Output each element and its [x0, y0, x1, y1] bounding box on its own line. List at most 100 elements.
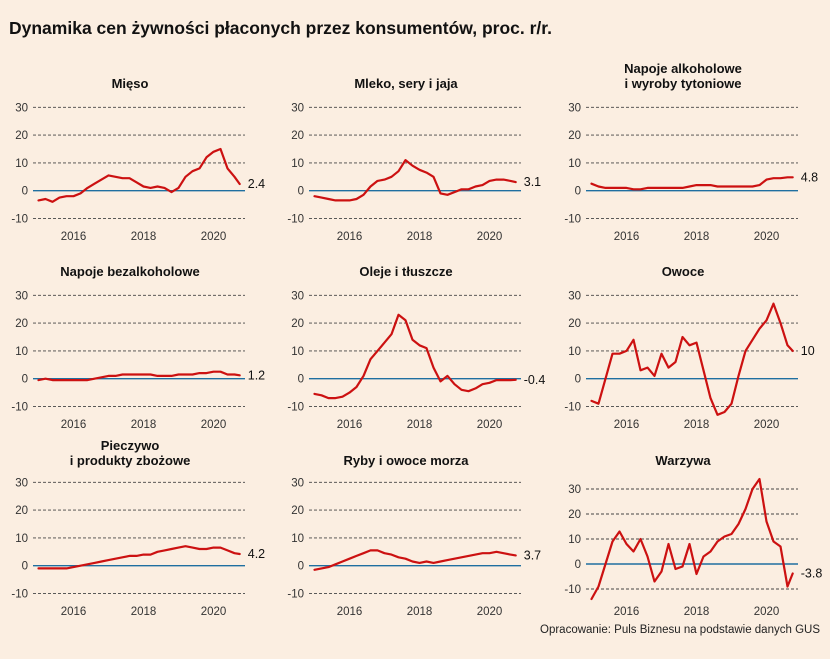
panel-title: Napoje alkoholowe i wyroby tytoniowe [624, 61, 742, 91]
panel-3: Napoje alkoholowe i wyroby tytoniowe -10 0 1… [564, 61, 818, 243]
x-tick-label: 2018 [131, 231, 157, 243]
y-tick-label: 20 [291, 505, 304, 517]
y-tick-label: 10 [291, 158, 304, 170]
y-tick-label: 30 [568, 484, 581, 496]
x-tick-label: 2016 [614, 231, 640, 243]
panel-title: Owoce [662, 264, 705, 279]
x-tick-label: 2018 [684, 231, 710, 243]
x-tick-label: 2018 [131, 606, 157, 618]
x-tick-label: 2020 [754, 419, 780, 431]
panel-2: Mleko, sery i jaja -10 0 10 20 30 2016 2018 2020… [287, 76, 541, 243]
series-line [313, 159, 517, 202]
y-tick-label: -10 [564, 584, 581, 596]
x-tick-label: 2020 [201, 606, 227, 618]
y-tick-label: 0 [22, 186, 28, 198]
panel-title: Pieczywo i produkty zbożowe [70, 438, 191, 468]
x-tick-label: 2016 [614, 419, 640, 431]
series-line [590, 176, 794, 191]
panel-title: Oleje i tłuszcze [359, 264, 452, 279]
y-tick-label: -10 [11, 401, 28, 413]
y-tick-label: 20 [568, 509, 581, 521]
y-tick-label: 0 [22, 561, 28, 573]
panel-5: Oleje i tłuszcze -10 0 10 20 30 2016 2018 2020 -0… [287, 264, 545, 431]
x-tick-label: 2018 [684, 419, 710, 431]
y-tick-label: 0 [298, 186, 304, 198]
panel-1: Mięso -10 0 10 20 30 2016 2018 2020 2.4 [11, 76, 265, 243]
x-tick-label: 2018 [407, 231, 433, 243]
x-tick-label: 2016 [337, 231, 363, 243]
x-tick-label: 2020 [201, 231, 227, 243]
y-tick-label: -10 [11, 588, 28, 600]
panel-title: Napoje bezalkoholowe [60, 264, 199, 279]
y-tick-label: -10 [287, 401, 304, 413]
y-tick-label: -10 [287, 588, 304, 600]
x-tick-label: 2016 [337, 606, 363, 618]
last-value-label: 1.2 [248, 368, 265, 382]
y-tick-label: 10 [568, 346, 581, 358]
last-value-label: 10 [801, 344, 815, 358]
series-line [37, 147, 241, 203]
x-tick-label: 2016 [61, 606, 87, 618]
panel-9: Warzywa -10 0 10 20 30 2016 2018 2020 -3.8 [564, 453, 822, 618]
y-tick-label: 10 [568, 158, 581, 170]
x-tick-label: 2020 [754, 606, 780, 618]
y-tick-label: 0 [575, 186, 581, 198]
page-title: Dynamika cen żywności płaconych przez ko… [9, 18, 552, 38]
panel-title: Mleko, sery i jaja [354, 76, 458, 91]
x-tick-label: 2016 [614, 606, 640, 618]
last-value-label: 2.4 [248, 177, 265, 191]
x-tick-label: 2020 [201, 419, 227, 431]
panel-4: Napoje bezalkoholowe -10 0 10 20 30 2016 2018 20… [11, 264, 265, 431]
y-tick-label: 10 [15, 346, 28, 358]
panel-7: Pieczywo i produkty zbożowe -10 0 10 20 30 2016… [11, 438, 265, 618]
x-tick-label: 2018 [131, 419, 157, 431]
series-line [37, 370, 241, 382]
y-tick-label: -10 [11, 213, 28, 225]
x-tick-label: 2018 [407, 419, 433, 431]
x-tick-label: 2016 [61, 231, 87, 243]
y-tick-label: 20 [15, 318, 28, 330]
y-tick-label: 0 [298, 561, 304, 573]
x-tick-label: 2018 [407, 606, 433, 618]
y-tick-label: 30 [291, 290, 304, 302]
x-tick-label: 2016 [61, 419, 87, 431]
x-tick-label: 2020 [754, 231, 780, 243]
y-tick-label: 30 [291, 477, 304, 489]
panel-title: Mięso [112, 76, 149, 91]
y-tick-label: 10 [568, 534, 581, 546]
y-tick-label: 30 [568, 290, 581, 302]
series-line [313, 313, 517, 400]
x-tick-label: 2020 [477, 231, 503, 243]
y-tick-label: 20 [291, 130, 304, 142]
last-value-label: 4.2 [248, 547, 265, 561]
series-line [590, 477, 794, 601]
panel-title: Ryby i owoce morza [344, 453, 470, 468]
y-tick-label: 20 [15, 505, 28, 517]
y-tick-label: 0 [575, 559, 581, 571]
y-tick-label: -10 [564, 401, 581, 413]
y-tick-label: 20 [291, 318, 304, 330]
x-tick-label: 2016 [337, 419, 363, 431]
y-tick-label: 30 [15, 290, 28, 302]
y-tick-label: 30 [15, 102, 28, 114]
y-tick-label: 30 [15, 477, 28, 489]
y-tick-label: 10 [291, 533, 304, 545]
last-value-label: -0.4 [524, 373, 546, 387]
last-value-label: -3.8 [801, 567, 823, 581]
panel-title: Warzywa [655, 453, 711, 468]
y-tick-label: 10 [15, 533, 28, 545]
y-tick-label: 0 [575, 374, 581, 386]
x-tick-label: 2020 [477, 419, 503, 431]
panel-6: Owoce -10 0 10 20 30 2016 2018 2020 10 [564, 264, 814, 431]
last-value-label: 3.1 [524, 175, 541, 189]
y-tick-label: 0 [22, 374, 28, 386]
last-value-label: 3.7 [524, 548, 541, 562]
last-value-label: 4.8 [801, 170, 818, 184]
y-tick-label: 0 [298, 374, 304, 386]
series-line [590, 302, 794, 416]
source-note: Opracowanie: Puls Biznesu na podstawie d… [540, 624, 820, 636]
series-line [313, 549, 517, 571]
y-tick-label: 30 [568, 102, 581, 114]
y-tick-label: -10 [564, 213, 581, 225]
